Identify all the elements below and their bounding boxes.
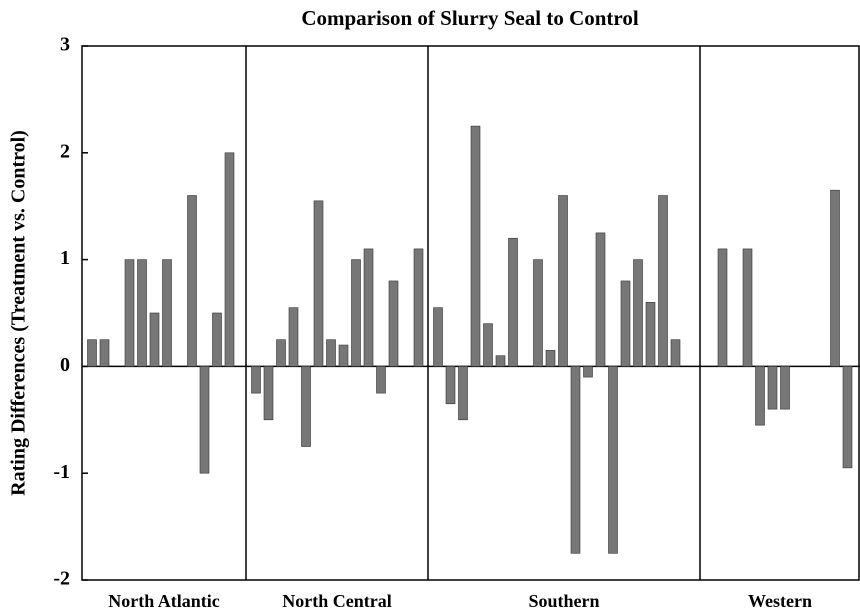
bar — [608, 366, 618, 554]
bar — [842, 366, 853, 469]
bar — [263, 366, 274, 421]
bar — [767, 366, 778, 410]
bar — [508, 237, 518, 367]
bar — [301, 366, 311, 447]
bar — [830, 189, 840, 367]
region-label: Western — [748, 591, 812, 611]
bar — [99, 339, 110, 367]
chart-title: Comparison of Slurry Seal to Control — [301, 6, 639, 30]
bar — [558, 195, 568, 367]
bar — [413, 248, 424, 367]
bar — [149, 312, 160, 367]
y-tick-label: -2 — [53, 568, 70, 590]
y-tick-label: 2 — [60, 140, 70, 162]
bar — [288, 307, 299, 367]
bar — [583, 366, 593, 378]
bar — [276, 339, 286, 367]
region-label: North Central — [282, 591, 391, 611]
bar — [388, 280, 399, 367]
y-tick-label: -1 — [53, 461, 70, 483]
bar — [376, 366, 386, 394]
bar — [224, 152, 235, 367]
bar — [124, 259, 135, 367]
bar — [658, 195, 668, 367]
bar — [87, 339, 97, 367]
y-tick-label: 3 — [60, 34, 70, 56]
bar — [363, 248, 374, 367]
bar — [326, 339, 336, 367]
bar — [338, 344, 349, 367]
bar — [620, 280, 631, 367]
bar — [433, 307, 443, 367]
bar — [351, 259, 361, 367]
bar — [199, 366, 210, 474]
bar — [533, 259, 543, 367]
bar — [162, 259, 172, 367]
bar — [670, 339, 681, 367]
bar — [633, 259, 643, 367]
y-tick-label: 1 — [60, 247, 70, 269]
bar — [458, 366, 468, 421]
bar — [495, 355, 506, 367]
bar — [137, 259, 147, 367]
bar — [187, 195, 197, 367]
region-label: North Atlantic — [108, 591, 220, 611]
bar — [470, 125, 481, 367]
bar — [717, 248, 728, 367]
bar — [483, 323, 493, 367]
y-axis-label: Rating Differences (Treatment vs. Contro… — [8, 130, 30, 496]
y-tick-label: 0 — [60, 354, 70, 376]
bar — [212, 312, 222, 367]
bar — [313, 200, 324, 367]
bar — [545, 350, 556, 367]
bar — [595, 232, 606, 367]
bar — [755, 366, 765, 426]
bar — [445, 366, 456, 405]
bar — [251, 366, 261, 394]
bar — [645, 302, 656, 367]
bar — [742, 248, 753, 367]
plot-frame — [81, 45, 860, 581]
bar — [570, 366, 581, 554]
bar — [780, 366, 790, 410]
region-label: Southern — [528, 591, 599, 611]
